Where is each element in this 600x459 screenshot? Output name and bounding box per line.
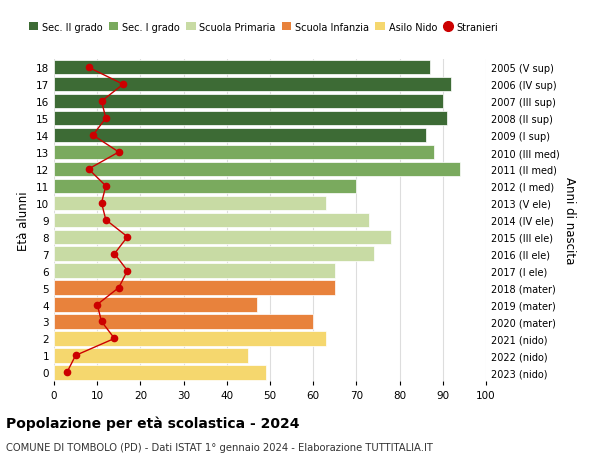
Bar <box>54 129 425 143</box>
Bar <box>54 95 443 109</box>
Text: COMUNE DI TOMBOLO (PD) - Dati ISTAT 1° gennaio 2024 - Elaborazione TUTTITALIA.IT: COMUNE DI TOMBOLO (PD) - Dati ISTAT 1° g… <box>6 442 433 452</box>
Bar <box>54 264 335 278</box>
Text: Popolazione per età scolastica - 2024: Popolazione per età scolastica - 2024 <box>6 415 299 430</box>
Bar <box>54 298 257 312</box>
Bar <box>54 78 451 92</box>
Bar <box>54 179 356 194</box>
Bar <box>54 61 430 75</box>
Bar <box>54 196 326 211</box>
Bar <box>54 247 374 261</box>
Bar <box>54 213 370 228</box>
Bar <box>54 331 326 346</box>
Bar <box>54 281 335 295</box>
Bar <box>54 230 391 244</box>
Y-axis label: Età alunni: Età alunni <box>17 190 31 250</box>
Bar <box>54 162 460 177</box>
Legend: Sec. II grado, Sec. I grado, Scuola Primaria, Scuola Infanzia, Asilo Nido, Stran: Sec. II grado, Sec. I grado, Scuola Prim… <box>29 23 499 33</box>
Bar <box>54 314 313 329</box>
Bar <box>54 146 434 160</box>
Bar <box>54 112 447 126</box>
Y-axis label: Anni di nascita: Anni di nascita <box>563 177 576 264</box>
Bar <box>54 348 248 363</box>
Bar <box>54 365 266 380</box>
